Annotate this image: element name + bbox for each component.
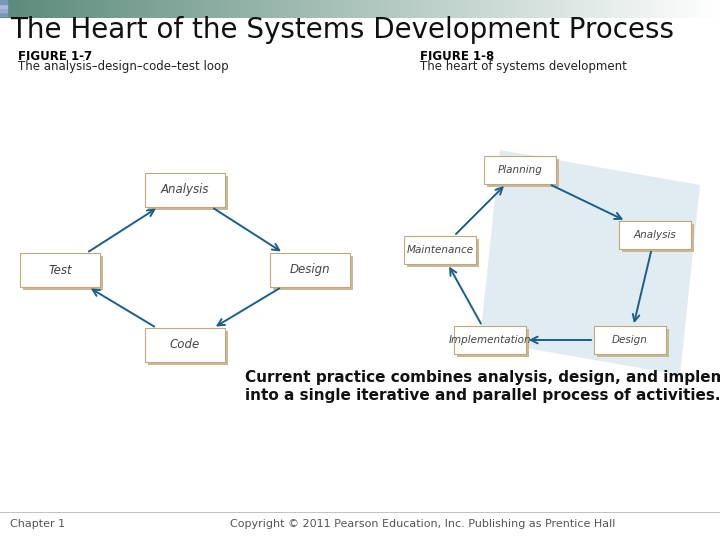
FancyBboxPatch shape [404, 236, 476, 264]
Text: Planning: Planning [498, 165, 542, 175]
Text: Code: Code [170, 339, 200, 352]
FancyBboxPatch shape [23, 256, 103, 290]
FancyBboxPatch shape [407, 239, 479, 267]
Text: FIGURE 1-7: FIGURE 1-7 [18, 50, 92, 63]
Text: Test: Test [48, 264, 72, 276]
FancyBboxPatch shape [148, 331, 228, 365]
FancyBboxPatch shape [20, 253, 100, 287]
Text: Implementation: Implementation [449, 335, 531, 345]
FancyBboxPatch shape [619, 221, 691, 249]
Text: The Heart of the Systems Development Process: The Heart of the Systems Development Pro… [10, 16, 674, 44]
FancyBboxPatch shape [270, 253, 350, 287]
FancyBboxPatch shape [273, 256, 353, 290]
Polygon shape [480, 150, 700, 375]
FancyBboxPatch shape [454, 326, 526, 354]
Text: Analysis: Analysis [634, 230, 676, 240]
FancyBboxPatch shape [484, 156, 556, 184]
Text: Design: Design [289, 264, 330, 276]
FancyBboxPatch shape [457, 329, 529, 357]
FancyBboxPatch shape [487, 159, 559, 187]
FancyBboxPatch shape [145, 173, 225, 207]
FancyBboxPatch shape [148, 176, 228, 210]
FancyBboxPatch shape [594, 326, 666, 354]
Text: Current practice combines analysis, design, and implementation: Current practice combines analysis, desi… [245, 370, 720, 385]
FancyBboxPatch shape [145, 328, 225, 362]
Text: Maintenance: Maintenance [406, 245, 474, 255]
Text: Chapter 1: Chapter 1 [10, 519, 65, 529]
Text: into a single iterative and parallel process of activities.: into a single iterative and parallel pro… [245, 388, 720, 403]
Bar [0, 8, 7, 12]
Text: The heart of systems development: The heart of systems development [420, 60, 627, 73]
FancyBboxPatch shape [622, 224, 694, 252]
Text: Analysis: Analysis [161, 184, 210, 197]
Text: FIGURE 1-8: FIGURE 1-8 [420, 50, 494, 63]
Text: Copyright © 2011 Pearson Education, Inc. Publishing as Prentice Hall: Copyright © 2011 Pearson Education, Inc.… [230, 519, 616, 529]
Text: Design: Design [612, 335, 648, 345]
Bar [0, 12, 7, 16]
Text: The analysis–design–code–test loop: The analysis–design–code–test loop [18, 60, 229, 73]
Bar [0, 0, 7, 4]
FancyBboxPatch shape [597, 329, 669, 357]
Bar [0, 4, 7, 8]
